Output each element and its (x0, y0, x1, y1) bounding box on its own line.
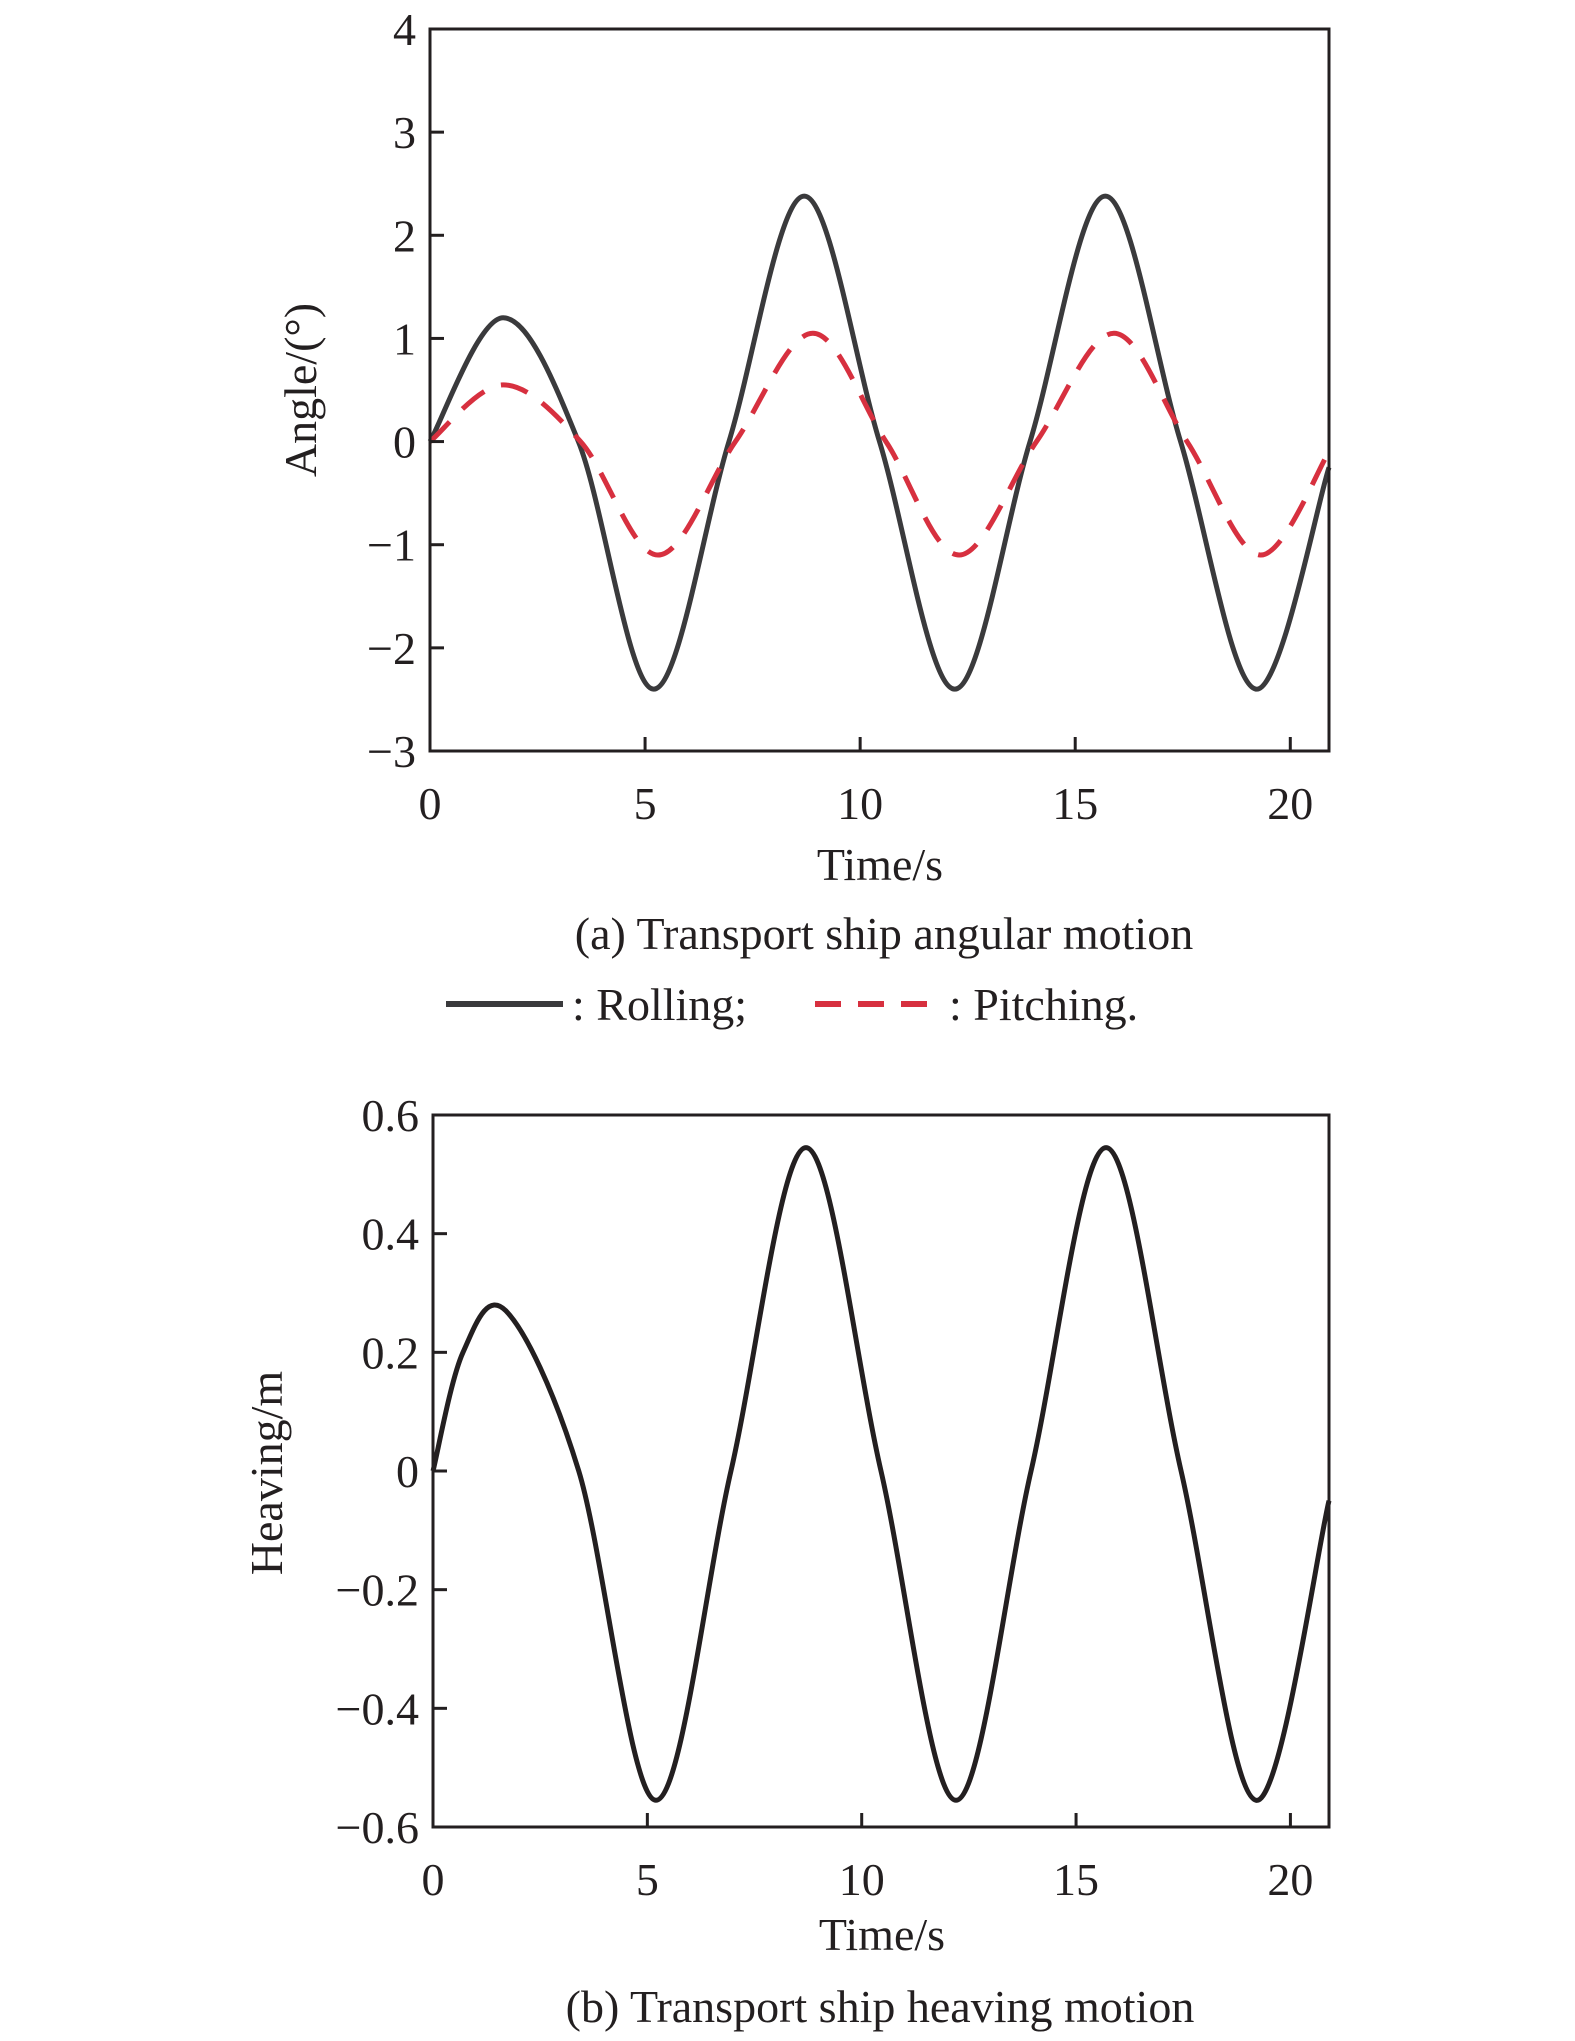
y-tick-label: −0.4 (336, 1683, 419, 1734)
x-tick-label: 15 (1053, 1854, 1099, 1905)
y-tick-label: 1 (393, 313, 416, 364)
y-tick-label: −0.2 (336, 1565, 419, 1616)
y-tick-label: 0.4 (362, 1209, 420, 1260)
x-axis-title: Time/s (817, 839, 943, 890)
y-tick-label: 0 (393, 417, 416, 468)
plot-frame (428, 27, 1331, 753)
legend-rolling-label: : Rolling; (572, 979, 747, 1030)
x-tick-label: 15 (1052, 778, 1098, 829)
y-tick-label: 0 (396, 1446, 419, 1497)
series-heaving-line (430, 1145, 1332, 1803)
y-tick-label: 4 (393, 4, 416, 55)
x-tick-label: 5 (636, 1854, 659, 1905)
chart-heaving-motion: Heaving/m Time/s (b) Transport ship heav… (241, 1090, 1332, 2032)
x-axis-title: Time/s (819, 1909, 945, 1960)
x-tick-label: 0 (419, 778, 442, 829)
chart-caption: (b) Transport ship heaving motion (566, 1981, 1195, 2032)
y-tick-label: 3 (393, 107, 416, 158)
x-tick-label: 10 (837, 778, 883, 829)
y-tick-label: −0.6 (336, 1802, 419, 1853)
series-rolling-line (427, 193, 1332, 692)
x-tick-label: 0 (422, 1854, 445, 1905)
y-tick-label: 2 (393, 210, 416, 261)
legend: : Rolling; : Pitching. (446, 979, 1138, 1030)
y-tick-label: −3 (367, 726, 416, 777)
x-tick-label: 5 (634, 778, 657, 829)
y-axis-title: Heaving/m (241, 1371, 292, 1576)
chart-caption: (a) Transport ship angular motion (575, 908, 1193, 959)
y-tick-label: −1 (367, 520, 416, 571)
x-tick-label: 20 (1267, 778, 1313, 829)
x-tick-label: 10 (839, 1854, 885, 1905)
chart-angular-motion: Angle/(°) Time/s (a) Transport ship angu… (275, 4, 1332, 1030)
y-tick-label: −2 (367, 623, 416, 674)
series-pitching-line (428, 330, 1332, 558)
y-axis-title: Angle/(°) (275, 303, 326, 477)
legend-pitching-label: : Pitching. (949, 979, 1138, 1030)
x-tick-label: 20 (1267, 1854, 1313, 1905)
y-tick-label: 0.2 (362, 1327, 420, 1378)
y-tick-label: 0.6 (362, 1090, 420, 1141)
